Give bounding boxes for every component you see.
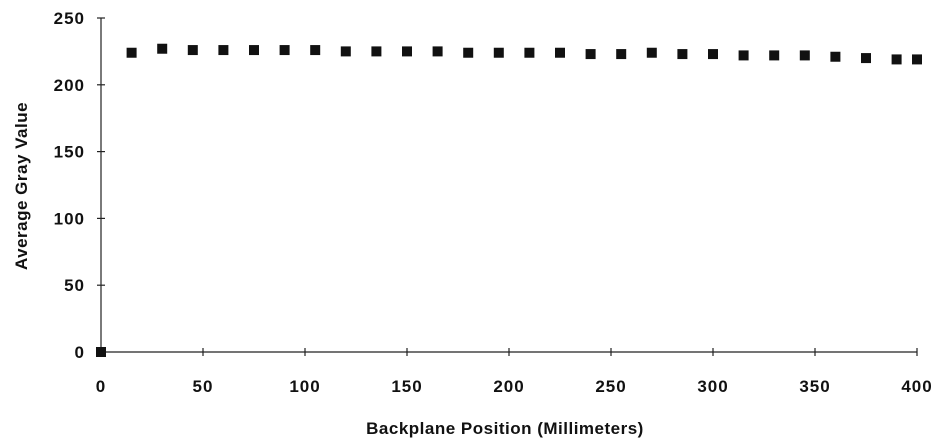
- data-point: [912, 54, 922, 65]
- data-point: [96, 347, 106, 357]
- data-point: [340, 46, 351, 57]
- x-tick-label: 250: [595, 377, 626, 396]
- data-point: [708, 49, 718, 60]
- data-point: [157, 43, 168, 54]
- data-point: [861, 53, 871, 64]
- data-point: [646, 47, 657, 58]
- data-point: [677, 49, 688, 60]
- x-tick-label: 350: [799, 377, 830, 396]
- y-tick-label: 150: [54, 143, 85, 162]
- data-point: [432, 46, 443, 57]
- data-point: [126, 47, 137, 58]
- data-point: [249, 45, 259, 56]
- data-point: [524, 47, 535, 58]
- x-tick-label: 300: [697, 377, 728, 396]
- x-tick-label: 50: [193, 377, 214, 396]
- data-point: [738, 50, 749, 61]
- data-point: [371, 46, 382, 57]
- data-point: [279, 45, 290, 56]
- data-point: [799, 50, 810, 61]
- y-tick-label: 50: [64, 276, 85, 295]
- x-tick-label: 200: [493, 377, 524, 396]
- data-point: [769, 50, 780, 61]
- data-point: [891, 54, 902, 65]
- x-tick-label: 100: [289, 377, 320, 396]
- data-point: [585, 49, 596, 60]
- y-axis-title: Average Gray Value: [12, 102, 31, 270]
- data-point: [830, 51, 841, 62]
- data-point: [493, 47, 504, 58]
- y-tick-label: 0: [75, 343, 85, 362]
- data-point: [218, 45, 229, 56]
- axes: [97, 17, 918, 356]
- data-point: [402, 46, 412, 57]
- x-tick-label: 0: [96, 377, 106, 396]
- x-tick-label: 150: [391, 377, 422, 396]
- y-tick-label: 200: [54, 76, 85, 95]
- data-points: [96, 43, 922, 357]
- x-axis-title: Backplane Position (Millimeters): [366, 419, 644, 438]
- data-point: [463, 47, 474, 58]
- data-point: [616, 49, 627, 60]
- y-tick-label: 100: [54, 209, 85, 228]
- data-point: [187, 45, 198, 56]
- tick-labels: 0 50 100 150 200 250 0 50 100 150 200 250 300 350 400: [54, 9, 932, 396]
- y-tick-label: 250: [54, 9, 85, 28]
- data-point: [310, 45, 321, 56]
- data-point: [555, 47, 565, 58]
- x-tick-label: 400: [901, 377, 932, 396]
